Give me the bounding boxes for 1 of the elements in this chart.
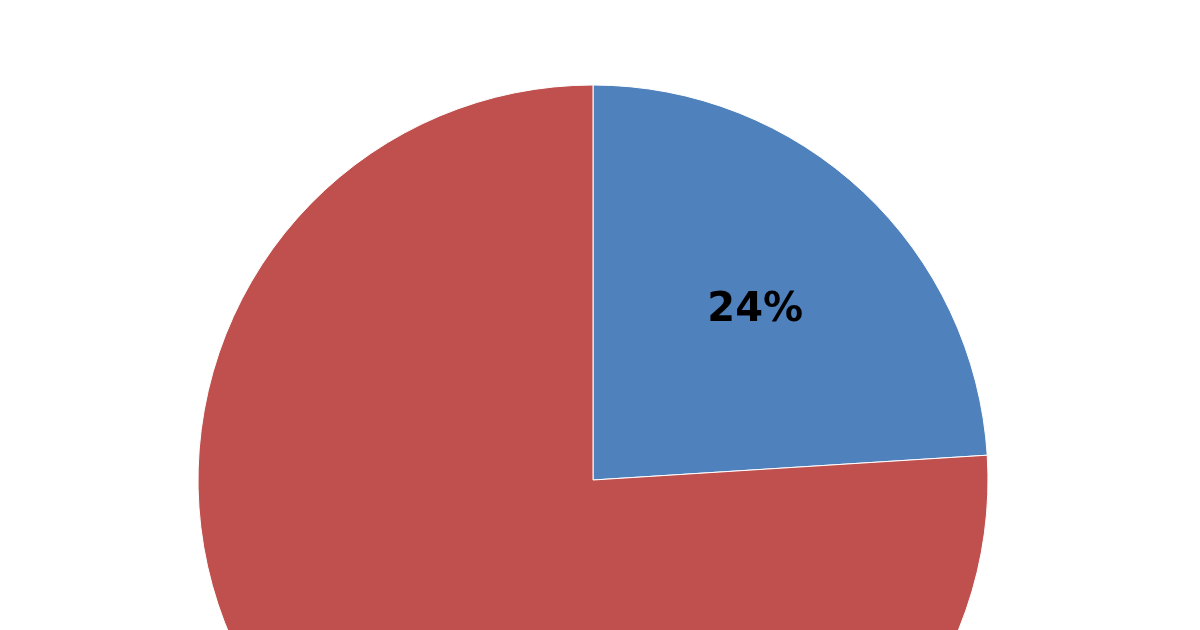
data-label: 24%	[707, 284, 804, 331]
